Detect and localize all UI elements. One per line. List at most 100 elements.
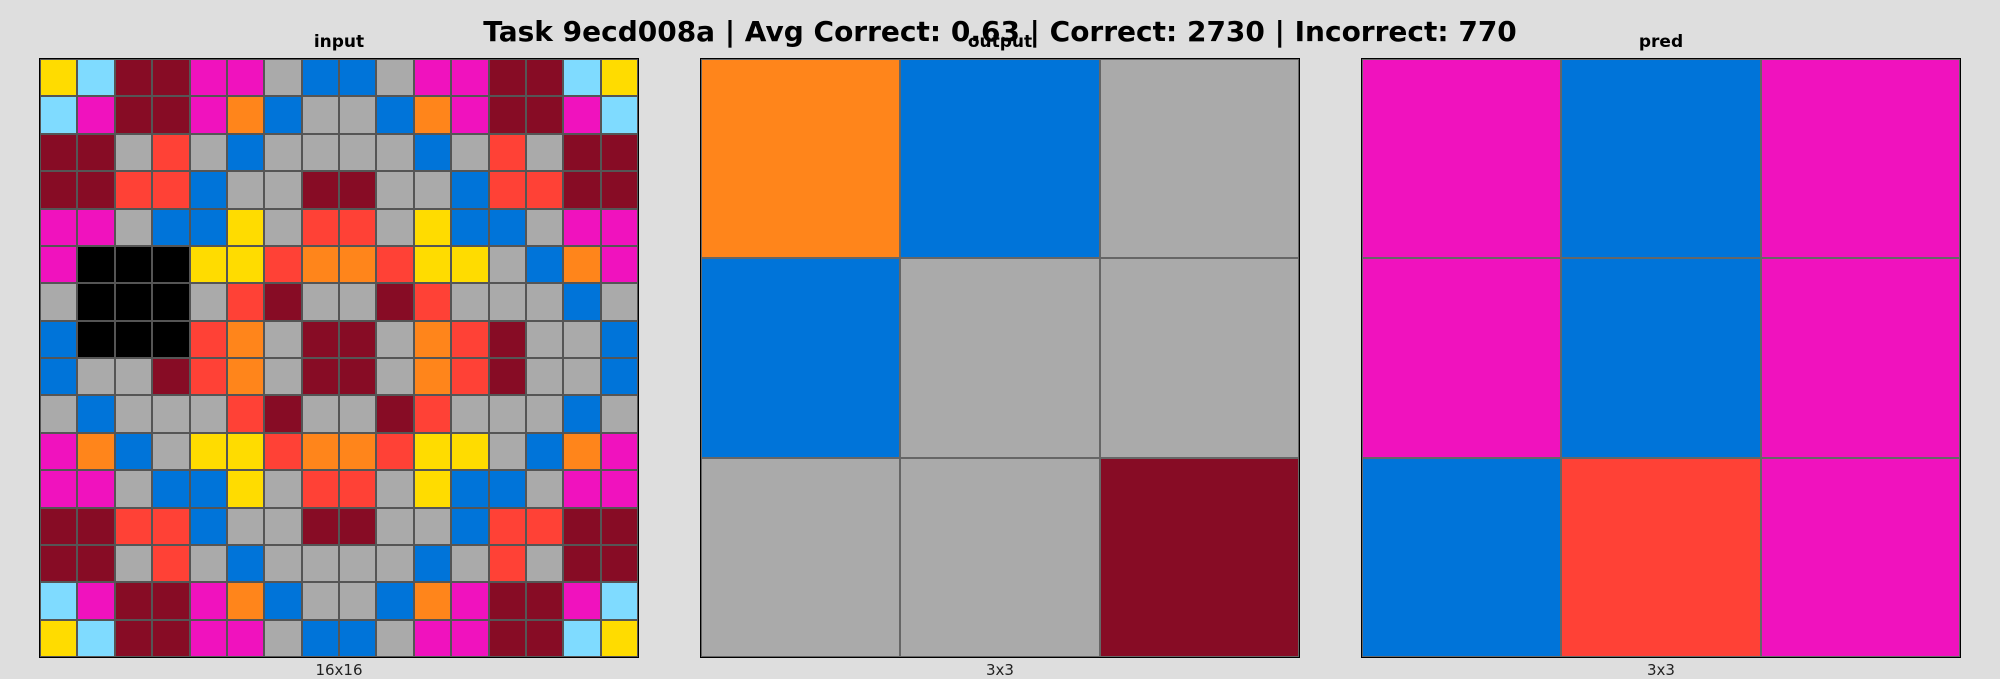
grid-cell — [413, 395, 452, 433]
grid-cell — [301, 358, 339, 396]
grid-cell — [226, 245, 265, 284]
grid-cell — [376, 245, 414, 284]
grid-cell — [1561, 457, 1761, 657]
grid-cell — [152, 208, 190, 246]
grid-cell — [376, 96, 414, 134]
grid-cell — [1362, 457, 1562, 657]
grid-cell — [376, 208, 414, 246]
grid-cell — [339, 208, 377, 246]
grid-cell — [563, 470, 601, 508]
grid-cell — [152, 320, 190, 358]
grid-cell — [114, 544, 153, 583]
grid-cell — [77, 470, 115, 508]
grid-cell — [152, 133, 190, 172]
grid-cell — [488, 96, 526, 134]
grid-cell — [1362, 258, 1562, 458]
grid-cell — [488, 395, 526, 433]
grid-cell — [152, 283, 190, 321]
output-grid — [700, 58, 1300, 658]
grid-cell — [600, 245, 638, 284]
grid-cell — [525, 171, 564, 209]
grid-cell — [600, 320, 638, 358]
grid-cell — [264, 59, 302, 97]
grid-cell — [189, 245, 227, 284]
grid-cell — [339, 395, 377, 433]
grid-cell — [488, 432, 526, 471]
grid-cell — [114, 582, 153, 620]
grid-cell — [264, 96, 302, 134]
output-panel-title: output — [967, 32, 1033, 52]
grid-cell — [189, 283, 227, 321]
grid-cell — [114, 395, 153, 433]
grid-cell — [413, 544, 452, 583]
grid-cell — [1561, 59, 1761, 259]
grid-cell — [413, 320, 452, 358]
grid-cell — [413, 283, 452, 321]
grid-cell — [40, 283, 78, 321]
grid-cell — [226, 96, 265, 134]
grid-cell — [40, 320, 78, 358]
grid-cell — [77, 245, 115, 284]
grid-cell — [40, 432, 78, 471]
grid-cell — [488, 208, 526, 246]
grid-cell — [226, 432, 265, 471]
grid-cell — [525, 283, 564, 321]
grid-cell — [451, 395, 489, 433]
grid-cell — [301, 59, 339, 97]
grid-cell — [40, 171, 78, 209]
grid-cell — [152, 582, 190, 620]
grid-cell — [40, 208, 78, 246]
grid-cell — [77, 96, 115, 134]
grid-cell — [114, 59, 153, 97]
grid-cell — [563, 320, 601, 358]
grid-cell — [114, 96, 153, 134]
grid-cell — [40, 507, 78, 545]
grid-cell — [451, 283, 489, 321]
grid-cell — [413, 619, 452, 657]
grid-cell — [413, 171, 452, 209]
grid-cell — [413, 432, 452, 471]
grid-cell — [114, 507, 153, 545]
grid-cell — [264, 283, 302, 321]
grid-cell — [563, 582, 601, 620]
grid-cell — [77, 208, 115, 246]
grid-cell — [226, 358, 265, 396]
grid-cell — [264, 395, 302, 433]
grid-cell — [488, 507, 526, 545]
grid-cell — [563, 507, 601, 545]
grid-cell — [451, 544, 489, 583]
grid-cell — [376, 283, 414, 321]
grid-cell — [226, 208, 265, 246]
grid-cell — [264, 432, 302, 471]
grid-cell — [114, 208, 153, 246]
grid-cell — [40, 96, 78, 134]
grid-cell — [301, 320, 339, 358]
grid-cell — [488, 358, 526, 396]
grid-cell — [114, 358, 153, 396]
grid-cell — [451, 245, 489, 284]
pred-panel: pred 3x3 — [1361, 34, 1961, 678]
grid-cell — [339, 171, 377, 209]
grid-cell — [114, 283, 153, 321]
grid-cell — [339, 358, 377, 396]
grid-cell — [152, 358, 190, 396]
grid-cell — [451, 59, 489, 97]
grid-cell — [600, 619, 638, 657]
grid-cell — [563, 171, 601, 209]
grid-cell — [525, 133, 564, 172]
grid-cell — [600, 582, 638, 620]
grid-cell — [451, 619, 489, 657]
grid-cell — [301, 544, 339, 583]
grid-cell — [152, 544, 190, 583]
grid-cell — [413, 96, 452, 134]
grid-cell — [77, 171, 115, 209]
grid-cell — [40, 582, 78, 620]
grid-cell — [600, 544, 638, 583]
grid-cell — [77, 619, 115, 657]
grid-cell — [563, 96, 601, 134]
grid-cell — [525, 208, 564, 246]
grid-cell — [114, 470, 153, 508]
grid-cell — [226, 283, 265, 321]
grid-cell — [413, 208, 452, 246]
grid-cell — [376, 358, 414, 396]
